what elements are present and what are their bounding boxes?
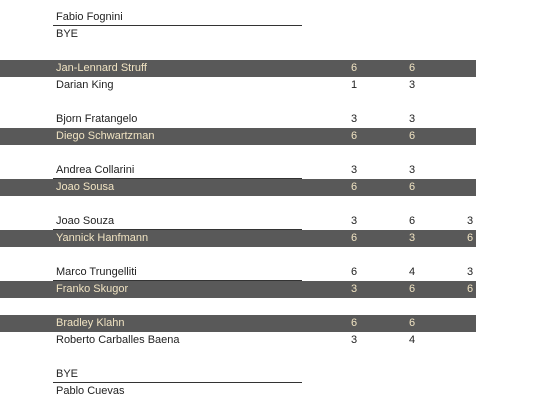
set-score: 4 (408, 266, 416, 278)
set-score: 6 (350, 181, 358, 193)
player-name: Bjorn Fratangelo (56, 113, 138, 125)
set-score: 3 (466, 215, 474, 227)
bracket-line (53, 280, 302, 281)
set-score: 6 (350, 266, 358, 278)
player-row: Franko Skugor 3 6 6 (0, 281, 476, 298)
set-score: 3 (408, 164, 416, 176)
set-score: 1 (350, 79, 358, 91)
player-name: Diego Schwartzman (56, 130, 155, 142)
set-score: 4 (408, 334, 416, 346)
set-score: 6 (466, 283, 474, 295)
player-name: Yannick Hanfmann (56, 232, 149, 244)
set-score: 3 (350, 164, 358, 176)
set-score: 3 (408, 113, 416, 125)
bracket-line (53, 229, 302, 230)
set-score: 6 (350, 130, 358, 142)
player-row: BYE (0, 366, 476, 383)
set-score: 6 (350, 62, 358, 74)
player-name: Bradley Klahn (56, 317, 125, 329)
player-row: Bjorn Fratangelo 3 3 (0, 111, 476, 128)
set-score: 6 (408, 62, 416, 74)
player-name: Roberto Carballes Baena (56, 334, 180, 346)
set-score: 6 (350, 317, 358, 329)
player-row: Darian King 1 3 (0, 77, 476, 94)
player-row: 2Pablo Cuevas (0, 383, 476, 400)
player-name: Andrea Collarini (56, 164, 135, 176)
player-row: BYE (0, 26, 476, 43)
player-name: Fabio Fognini (56, 11, 123, 23)
player-name: Pablo Cuevas (56, 385, 125, 397)
player-row: 3Fabio Fognini (0, 9, 476, 26)
player-row: Diego Schwartzman 6 6 (0, 128, 476, 145)
set-score: 6 (408, 283, 416, 295)
bracket-line (53, 178, 302, 179)
set-score: 6 (408, 317, 416, 329)
player-name: BYE (56, 368, 79, 380)
player-name: Marco Trungelliti (56, 266, 137, 278)
player-name: Joao Souza (56, 215, 115, 227)
player-name: Franko Skugor (56, 283, 129, 295)
player-name: Jan-Lennard Struff (56, 62, 147, 74)
set-score: 3 (350, 283, 358, 295)
set-score: 6 (350, 232, 358, 244)
set-score: 6 (408, 130, 416, 142)
player-name: BYE (56, 28, 79, 40)
set-score: 3 (408, 79, 416, 91)
set-score: 3 (466, 266, 474, 278)
set-score: 6 (466, 232, 474, 244)
player-row: Jan-Lennard Struff 6 6 (0, 60, 476, 77)
set-score: 6 (408, 215, 416, 227)
player-row: Roberto Carballes Baena 3 4 (0, 332, 476, 349)
set-score: 6 (408, 181, 416, 193)
bracket-line (53, 25, 302, 26)
set-score: 3 (350, 113, 358, 125)
bracket-line (53, 382, 302, 383)
player-row: Bradley Klahn 6 6 (0, 315, 476, 332)
set-score: 3 (408, 232, 416, 244)
set-score: 3 (350, 334, 358, 346)
player-name: Darian King (56, 79, 114, 91)
set-score: 3 (350, 215, 358, 227)
player-name: Joao Sousa (56, 181, 115, 193)
